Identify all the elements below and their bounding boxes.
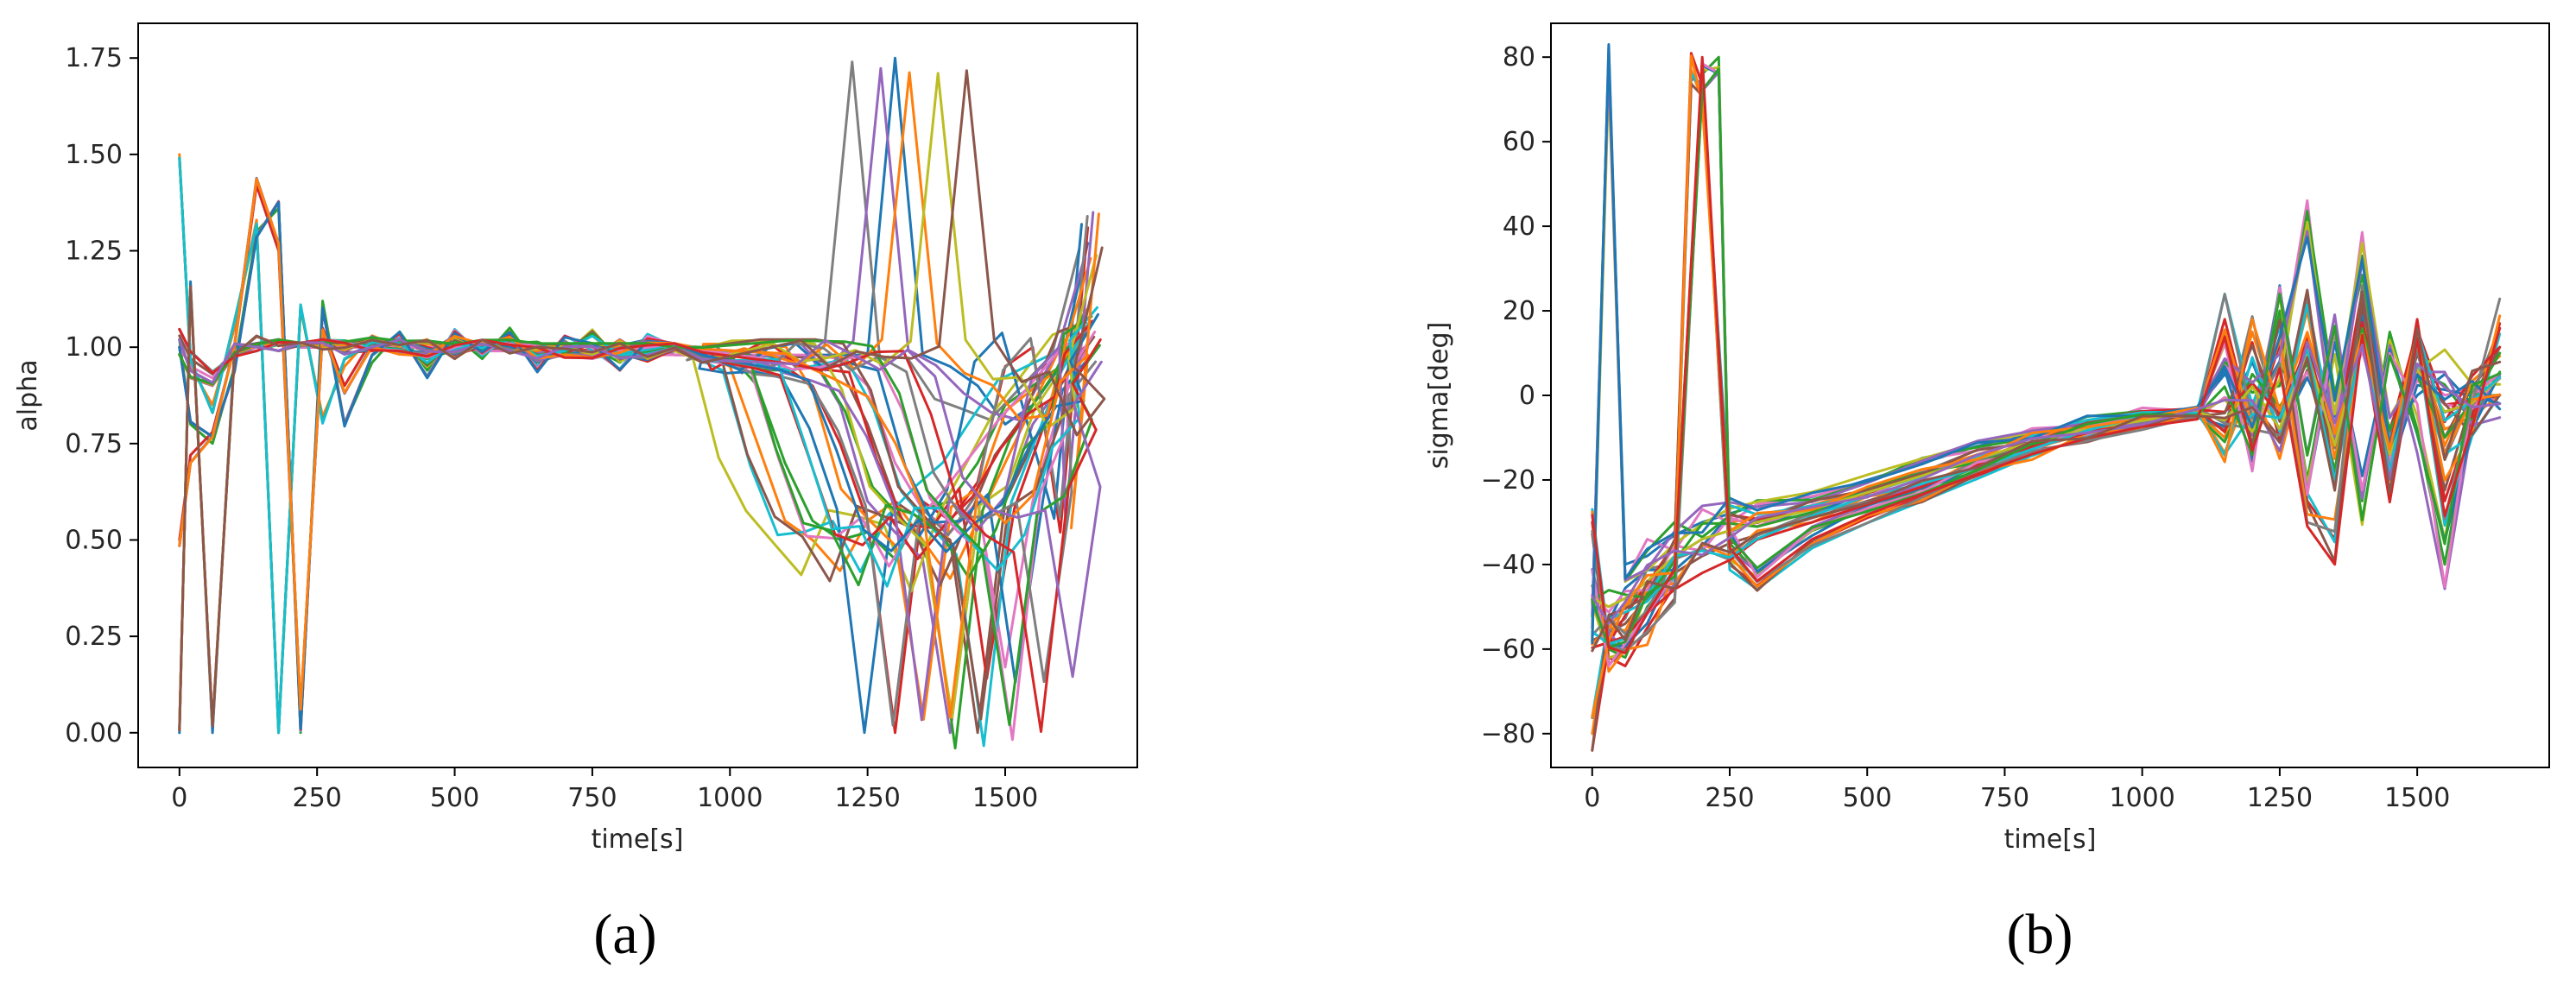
series-line-a-30	[178, 156, 1098, 735]
y-tick-label: 1.50	[65, 140, 123, 170]
chart-panel-a: 0 250 500 750 1000 1250 1500 0.00 0.25 0.50 0.75 1…	[13, 22, 1138, 966]
chart-panel-b: 0 250 500 750 1000 1250 1500 −80 −60 −40 −20 0 20 40…	[1424, 22, 2550, 966]
series-line-a-22	[178, 71, 1092, 731]
series-line-b-10	[1591, 71, 2502, 651]
y-tick-label: 1.75	[65, 43, 123, 73]
series-line-b-22	[1591, 85, 2502, 673]
series-layer-a	[178, 56, 1106, 750]
x-tick-label: 1000	[697, 783, 763, 813]
y-tick-label: 80	[1503, 42, 1535, 73]
series-line-b-9	[1591, 66, 2502, 660]
y-tick-label: −40	[1481, 550, 1535, 580]
x-ticks-b: 0 250 500 750 1000 1250 1500	[1584, 767, 2450, 813]
series-line-a-8	[178, 60, 1081, 731]
x-tick-label: 250	[1705, 783, 1754, 813]
series-line-b-27	[1591, 62, 2502, 667]
x-axis-label-b: time[s]	[2004, 824, 2097, 855]
series-line-b-2	[1591, 68, 2502, 736]
x-ticks-a: 0 250 500 750 1000 1250 1500	[171, 767, 1038, 813]
y-axis-label-b: sigma[deg]	[1424, 322, 1454, 470]
x-tick-label: 1250	[2247, 783, 2313, 813]
series-line-b-32	[1591, 54, 2502, 718]
y-tick-label: 0.00	[65, 718, 123, 748]
y-tick-label: 60	[1503, 127, 1535, 157]
series-line-b-31	[1591, 43, 2502, 645]
y-ticks-b: −80 −60 −40 −20 0 20 40 60 80	[1481, 42, 1551, 749]
x-tick-label: 1500	[972, 783, 1038, 813]
series-line-a-36	[178, 69, 1106, 732]
series-line-a-32	[178, 177, 1100, 719]
x-tick-label: 0	[171, 783, 187, 813]
y-tick-label: 0.50	[65, 525, 123, 555]
y-tick-label: 40	[1503, 212, 1535, 242]
x-tick-label: 750	[567, 783, 617, 813]
y-tick-label: 0.25	[65, 622, 123, 652]
y-axis-label-a: alpha	[13, 359, 43, 431]
series-line-a-5	[178, 342, 1090, 735]
x-tick-label: 750	[1980, 783, 2029, 813]
series-line-a-15	[178, 66, 1086, 731]
y-tick-label: 0.75	[65, 429, 123, 459]
x-tick-label: 0	[1584, 783, 1600, 813]
y-tick-label: 1.25	[65, 237, 123, 267]
y-tick-label: −60	[1481, 635, 1535, 665]
plot-frame-a	[137, 22, 1138, 768]
y-ticks-a: 0.00 0.25 0.50 0.75 1.00 1.25 1.50 1.75	[65, 43, 138, 748]
y-tick-label: 20	[1503, 296, 1535, 326]
x-tick-label: 500	[1843, 783, 1892, 813]
x-tick-label: 1000	[2110, 783, 2175, 813]
x-tick-label: 1250	[834, 783, 900, 813]
series-layer-b	[1591, 43, 2502, 752]
series-line-b-14	[1591, 52, 2502, 752]
series-line-b-20	[1591, 72, 2502, 718]
y-tick-label: 1.00	[65, 332, 123, 363]
y-tick-label: −80	[1481, 719, 1535, 749]
series-line-b-36	[1591, 290, 2502, 653]
series-line-a-1	[178, 56, 1090, 735]
y-tick-label: −20	[1481, 465, 1535, 496]
series-line-a-24	[178, 200, 1094, 731]
x-tick-label: 250	[293, 783, 342, 813]
series-line-b-16	[1591, 57, 2502, 666]
x-tick-label: 1500	[2384, 783, 2450, 813]
x-axis-label-a: time[s]	[592, 824, 684, 855]
y-tick-label: 0	[1519, 381, 1535, 411]
series-line-b-4	[1591, 73, 2502, 667]
series-line-b-8	[1591, 77, 2502, 720]
panel-label-b: (b)	[2007, 903, 2073, 966]
panel-label-a: (a)	[593, 903, 656, 966]
x-tick-label: 500	[430, 783, 479, 813]
